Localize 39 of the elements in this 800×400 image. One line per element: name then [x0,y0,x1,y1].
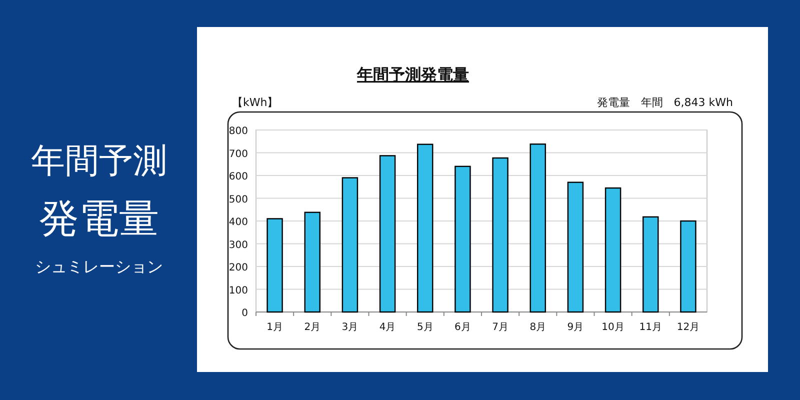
text: 発電量 [39,196,159,242]
x-tick-label: 9月 [567,322,584,333]
y-tick-label: 100 [228,285,248,296]
x-tick-label: 11月 [639,322,662,333]
y-tick-label: 300 [228,240,248,251]
x-tick-label: 12月 [676,322,700,333]
chart-title: 年間予測発電量 [356,65,469,84]
bar [454,166,471,313]
bar [342,177,358,313]
bar [379,155,396,313]
y-tick-label: 600 [228,172,248,182]
text: 年間予測 [31,141,167,181]
bar [266,218,283,313]
bar [304,212,320,313]
bar [604,187,622,313]
x-tick-label: 5月 [416,322,434,333]
x-tick-label: 7月 [492,322,508,333]
x-tick-label: 3月 [342,322,358,333]
y-tick-label: 700 [228,148,248,160]
x-tick-label: 2月 [304,322,321,333]
x-tick-label: 8月 [530,322,546,333]
x-tick-label: 10月 [602,322,624,333]
bar [417,144,434,313]
y-tick-label: 0 [242,308,248,319]
y-tick-label: 200 [228,262,248,274]
bar [567,182,584,313]
bar [530,144,546,313]
x-tick-label: 6月 [454,322,471,333]
bar [492,157,508,313]
y-tick-label: 800 [228,126,248,137]
x-tick-label: 1月 [266,322,283,333]
y-tick-label: 500 [228,194,248,206]
bar [680,220,696,313]
x-tick-label: 4月 [379,322,396,333]
text: シュミレーション [35,257,163,276]
text: 発電量 年間 6,843 kWh [596,96,734,109]
bar [642,216,659,313]
y-tick-label: 400 [228,217,248,228]
y-axis-title: 【kWh】 [232,96,278,109]
